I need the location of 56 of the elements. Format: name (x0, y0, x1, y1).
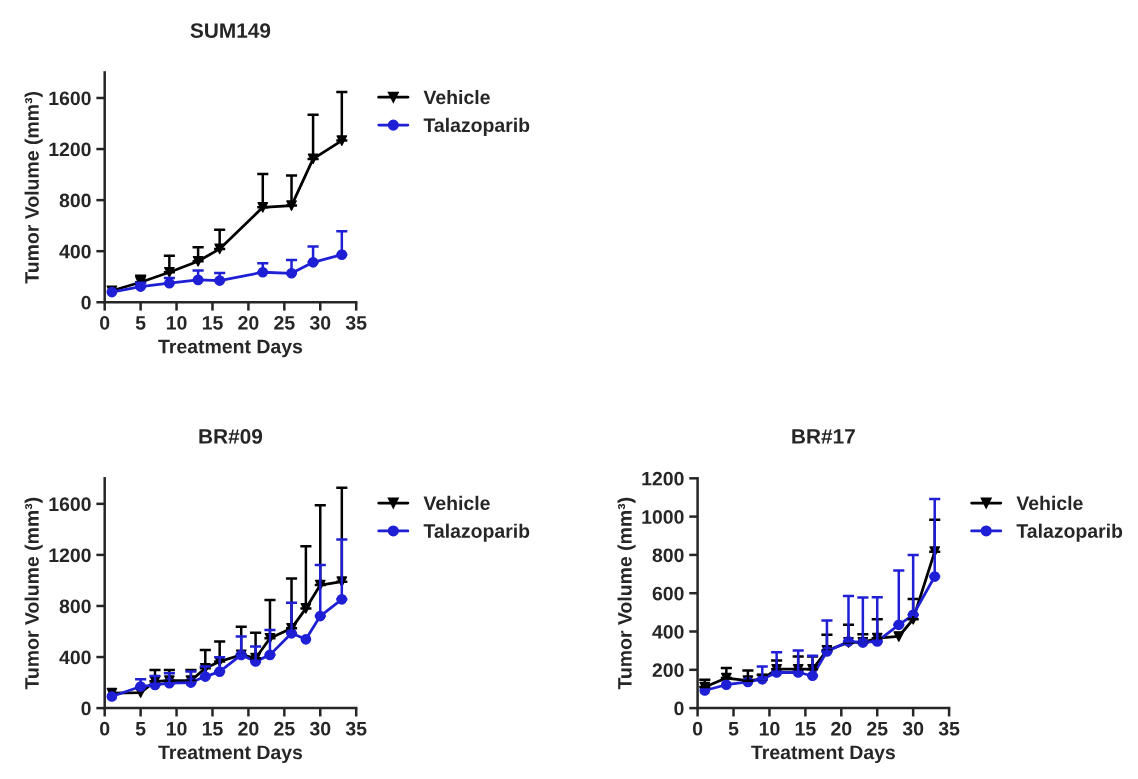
x-tick-label: 0 (692, 721, 703, 736)
chart-title: SUM149 (190, 23, 271, 38)
y-tick-label: 1200 (642, 471, 684, 486)
x-tick-label: 25 (867, 721, 888, 736)
y-tick-label: 1600 (49, 497, 91, 512)
x-tick-label: 15 (202, 316, 223, 330)
x-tick-label: 30 (309, 721, 331, 736)
legend-label: Vehicle (423, 495, 490, 511)
x-tick-label: 35 (345, 721, 367, 736)
x-tick-label: 5 (728, 722, 739, 736)
x-tick-label: 5 (135, 316, 146, 330)
y-axis-title: Tumor Volume (mm³) (617, 497, 636, 690)
legend-label: Vehicle (423, 89, 490, 105)
y-tick-label: 800 (59, 599, 91, 614)
x-tick-label: 20 (831, 721, 852, 736)
x-tick-label: 5 (135, 722, 146, 736)
x-axis-title: Treatment Days (751, 745, 895, 764)
chart-title: BR#17 (792, 429, 855, 444)
y-tick-label: 600 (652, 586, 684, 601)
y-tick-label: 0 (674, 701, 684, 716)
x-tick-label: 20 (238, 721, 259, 736)
y-axis-title: Tumor Volume (mm³) (24, 497, 43, 690)
y-tick-label: 1200 (49, 548, 91, 563)
legend-label: Talazoparib (423, 523, 530, 542)
y-tick-label: 0 (81, 295, 91, 310)
x-tick-label: 10 (166, 721, 187, 736)
x-tick-label: 30 (309, 315, 331, 330)
x-tick-label: 0 (100, 315, 110, 330)
legend-label: Talazoparib (1016, 523, 1123, 542)
x-tick-label: 20 (238, 315, 259, 330)
y-tick-label: 400 (59, 650, 91, 665)
y-tick-label: 400 (59, 244, 91, 259)
x-tick-label: 35 (938, 721, 960, 736)
x-tick-label: 0 (100, 721, 110, 736)
y-tick-label: 200 (652, 663, 684, 678)
x-tick-label: 25 (274, 721, 295, 736)
x-tick-label: 10 (759, 721, 780, 736)
y-tick-label: 800 (59, 193, 91, 208)
x-tick-label: 15 (795, 722, 816, 736)
y-tick-label: 1000 (642, 510, 684, 524)
x-tick-label: 35 (345, 315, 367, 330)
y-tick-label: 1200 (49, 142, 91, 157)
legend-label: Vehicle (1016, 495, 1083, 511)
x-tick-label: 30 (902, 721, 924, 736)
x-axis-title: Treatment Days (158, 339, 303, 358)
legend-label: Talazoparib (423, 117, 530, 136)
y-tick-label: 800 (652, 548, 684, 563)
x-tick-label: 10 (166, 315, 187, 330)
y-tick-label: 0 (81, 701, 91, 716)
y-tick-label: 400 (652, 624, 684, 639)
x-tick-label: 25 (274, 315, 295, 330)
x-axis-title: Treatment Days (158, 745, 303, 764)
x-tick-label: 15 (202, 722, 223, 736)
chart-title: BR#09 (199, 429, 263, 444)
y-axis-title: Tumor Volume (mm³) (24, 91, 43, 284)
y-tick-label: 1600 (49, 91, 91, 106)
